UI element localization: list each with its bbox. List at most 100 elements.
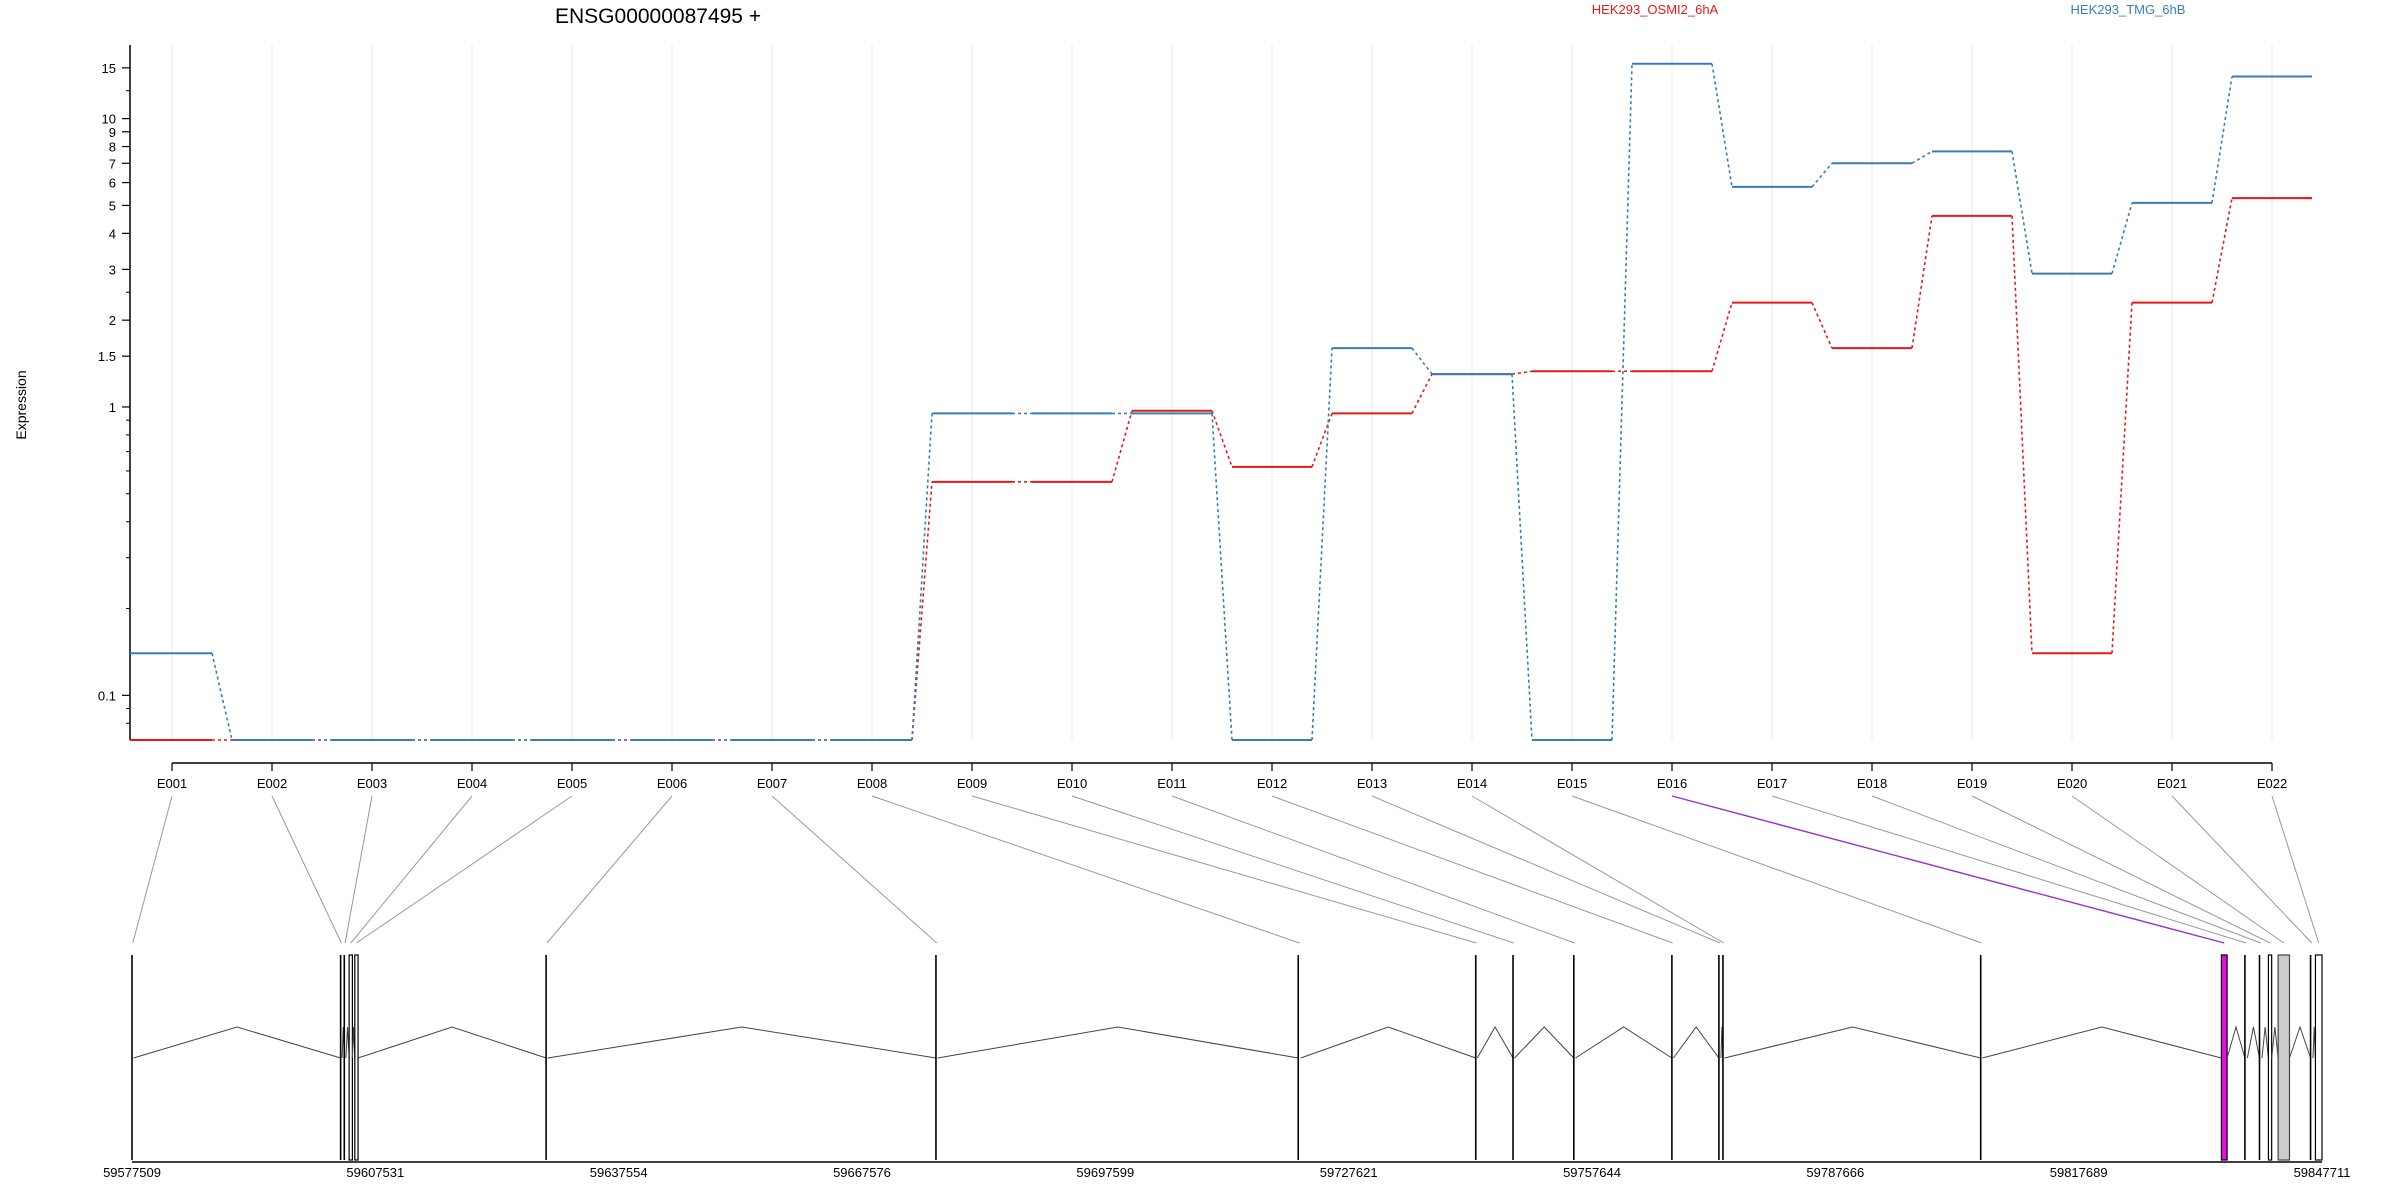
exon-connector-E004: [350, 795, 473, 944]
x-tick-label: E020: [2057, 776, 2087, 791]
series-HEK293_OSMI2_6hA: [130, 197, 2312, 741]
x-tick-label: E012: [1257, 776, 1287, 791]
intron-line: [937, 1026, 1299, 1059]
intron-line: [1982, 1026, 2222, 1059]
x-tick-label: E009: [957, 776, 987, 791]
series-connector: [1711, 302, 1733, 372]
exon-connector-E007: [771, 795, 938, 944]
intron-line: [1476, 1025, 1514, 1059]
exon-E022: [2314, 954, 2323, 1161]
series-lines: [130, 62, 2312, 741]
series-connector: [1911, 150, 1933, 164]
exon-connector-E006: [546, 795, 673, 944]
series-connector: [1711, 63, 1733, 187]
intron-line: [2226, 1025, 2246, 1059]
gene-coordinate-label: 59787666: [1806, 1165, 1864, 1180]
exon-connector-E019: [1971, 795, 2271, 944]
x-tick-label: E017: [1757, 776, 1787, 791]
gene-coordinate-label: 59757644: [1563, 1165, 1621, 1180]
intron-line: [2289, 1025, 2312, 1059]
series-connector: [1411, 347, 1433, 375]
gene-coordinate-label: 59577509: [103, 1165, 161, 1180]
gene-coordinate-label: 59727621: [1320, 1165, 1378, 1180]
legend-label-HEK293_OSMI2_6hA: HEK293_OSMI2_6hA: [1592, 2, 1719, 17]
series-connector: [1111, 410, 1133, 483]
series-connector: [2111, 302, 2133, 654]
exon-connector-E015: [1571, 795, 1982, 944]
y-tick-label: 15: [102, 61, 116, 76]
x-tick-label: E001: [157, 776, 187, 791]
exon-connector-E020: [2071, 795, 2285, 944]
intron-line: [1575, 1026, 1673, 1059]
x-tick-label: E006: [657, 776, 687, 791]
exon-E004: [348, 954, 353, 1161]
exon-connector-E010: [1071, 795, 1514, 944]
x-tick-label: E014: [1457, 776, 1487, 791]
exon-connector-E002: [271, 795, 342, 944]
gene-coordinate-label: 59817689: [2050, 1165, 2108, 1180]
x-tick-label: E002: [257, 776, 287, 791]
series-connector: [1511, 374, 1533, 741]
y-tick-label: 0.1: [98, 688, 116, 703]
exon-connector-E008: [871, 795, 1300, 944]
intron-line: [2246, 1026, 2260, 1059]
exon-connector-E009: [971, 795, 1477, 944]
intron-line: [1724, 1026, 1981, 1059]
exon-E020: [2277, 954, 2291, 1161]
x-axis: E001 E002 E003 E004 E005 E006 E007 E008 E009 E010…: [157, 762, 2287, 791]
exon-connector-E016: [1671, 795, 2225, 944]
series-connector: [1211, 410, 1233, 468]
intron-line: [1514, 1026, 1575, 1059]
intron-line: [1300, 1026, 1476, 1059]
x-tick-label: E010: [1057, 776, 1087, 791]
exon-connector-E005: [356, 795, 573, 944]
grid: [171, 45, 2273, 740]
y-tick-label: 7: [109, 156, 116, 171]
exon-E005: [354, 954, 359, 1161]
y-tick-label: 10: [102, 112, 116, 127]
y-tick-label: 1: [109, 400, 116, 415]
x-tick-label: E013: [1357, 776, 1387, 791]
exon-connector-E013: [1371, 795, 1721, 944]
y-tick-label: 6: [109, 176, 116, 191]
series-connector: [2211, 197, 2233, 303]
y-tick-label: 9: [109, 125, 116, 140]
intron-line: [357, 1026, 547, 1059]
exon-connector-E003: [344, 795, 373, 944]
series-connector: [2011, 151, 2033, 274]
x-tick-label: E016: [1657, 776, 1687, 791]
x-tick-label: E015: [1557, 776, 1587, 791]
exon-connector-E014: [1471, 795, 1725, 944]
exon-connector-E011: [1171, 795, 1575, 944]
x-tick-label: E022: [2257, 776, 2287, 791]
series-connector: [1311, 348, 1333, 741]
intron-line: [133, 1026, 341, 1059]
x-tick-label: E008: [857, 776, 887, 791]
y-tick-label: 2: [109, 313, 116, 328]
intron-line: [2261, 1026, 2269, 1059]
series-HEK293_TMG_6hB: [130, 62, 2312, 741]
series-connector: [1811, 302, 1833, 349]
legend-label-HEK293_TMG_6hB: HEK293_TMG_6hB: [2071, 2, 2186, 17]
exon-E019: [2267, 954, 2273, 1161]
x-tick-label: E019: [1957, 776, 1987, 791]
exon-E016: [2220, 954, 2228, 1161]
gene-track: 59577509 59607531 59637554 59667576 59697599…: [103, 954, 2350, 1180]
y-tick-label: 1.5: [98, 349, 116, 364]
x-tick-label: E007: [757, 776, 787, 791]
y-tick-label: 8: [109, 140, 116, 155]
gene-coordinate-label: 59667576: [833, 1165, 891, 1180]
series-connector: [1911, 215, 1933, 349]
gene-coordinate-label: 59637554: [590, 1165, 648, 1180]
series-connector: [911, 413, 933, 741]
x-tick-label: E003: [357, 776, 387, 791]
chart-title: ENSG00000087495 +: [555, 5, 761, 28]
x-tick-label: E011: [1157, 776, 1186, 791]
y-tick-label: 5: [109, 198, 116, 213]
exon-connectors: [132, 795, 2320, 944]
exon-connector-E017: [1771, 795, 2247, 944]
series-connector: [1411, 373, 1433, 414]
